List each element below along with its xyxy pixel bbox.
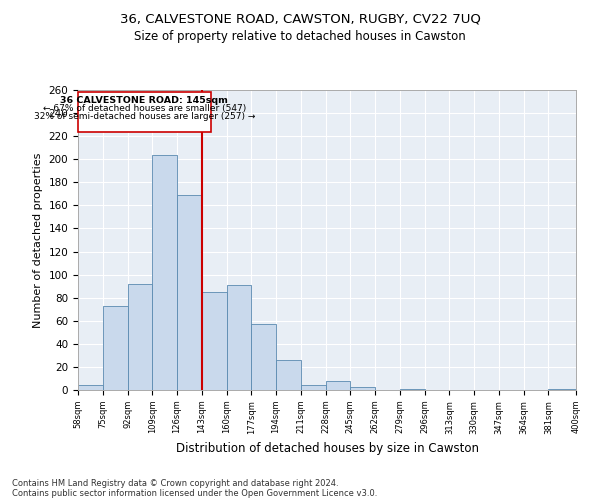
Bar [301,386,326,390]
Bar [227,285,251,390]
Text: ← 67% of detached houses are smaller (547): ← 67% of detached houses are smaller (54… [43,104,246,113]
Text: Size of property relative to detached houses in Cawston: Size of property relative to detached ho… [134,30,466,43]
Bar [103,306,128,390]
Text: 36, CALVESTONE ROAD, CAWSTON, RUGBY, CV22 7UQ: 36, CALVESTONE ROAD, CAWSTON, RUGBY, CV2… [119,12,481,26]
Bar [177,195,202,390]
Y-axis label: Number of detached properties: Number of detached properties [33,152,43,328]
Text: Contains HM Land Registry data © Crown copyright and database right 2024.: Contains HM Land Registry data © Crown c… [12,478,338,488]
Bar [548,389,576,390]
X-axis label: Distribution of detached houses by size in Cawston: Distribution of detached houses by size … [176,442,479,455]
Bar [78,386,103,390]
Text: Contains public sector information licensed under the Open Government Licence v3: Contains public sector information licen… [12,488,377,498]
Bar [276,360,301,390]
Text: 36 CALVESTONE ROAD: 145sqm: 36 CALVESTONE ROAD: 145sqm [61,96,228,105]
Bar [400,389,425,390]
Bar [78,92,211,132]
Bar [350,386,375,390]
Text: 32% of semi-detached houses are larger (257) →: 32% of semi-detached houses are larger (… [34,112,255,121]
Bar [326,381,350,390]
Bar [202,292,227,390]
Bar [128,284,152,390]
Bar [152,154,177,390]
Bar [251,324,276,390]
